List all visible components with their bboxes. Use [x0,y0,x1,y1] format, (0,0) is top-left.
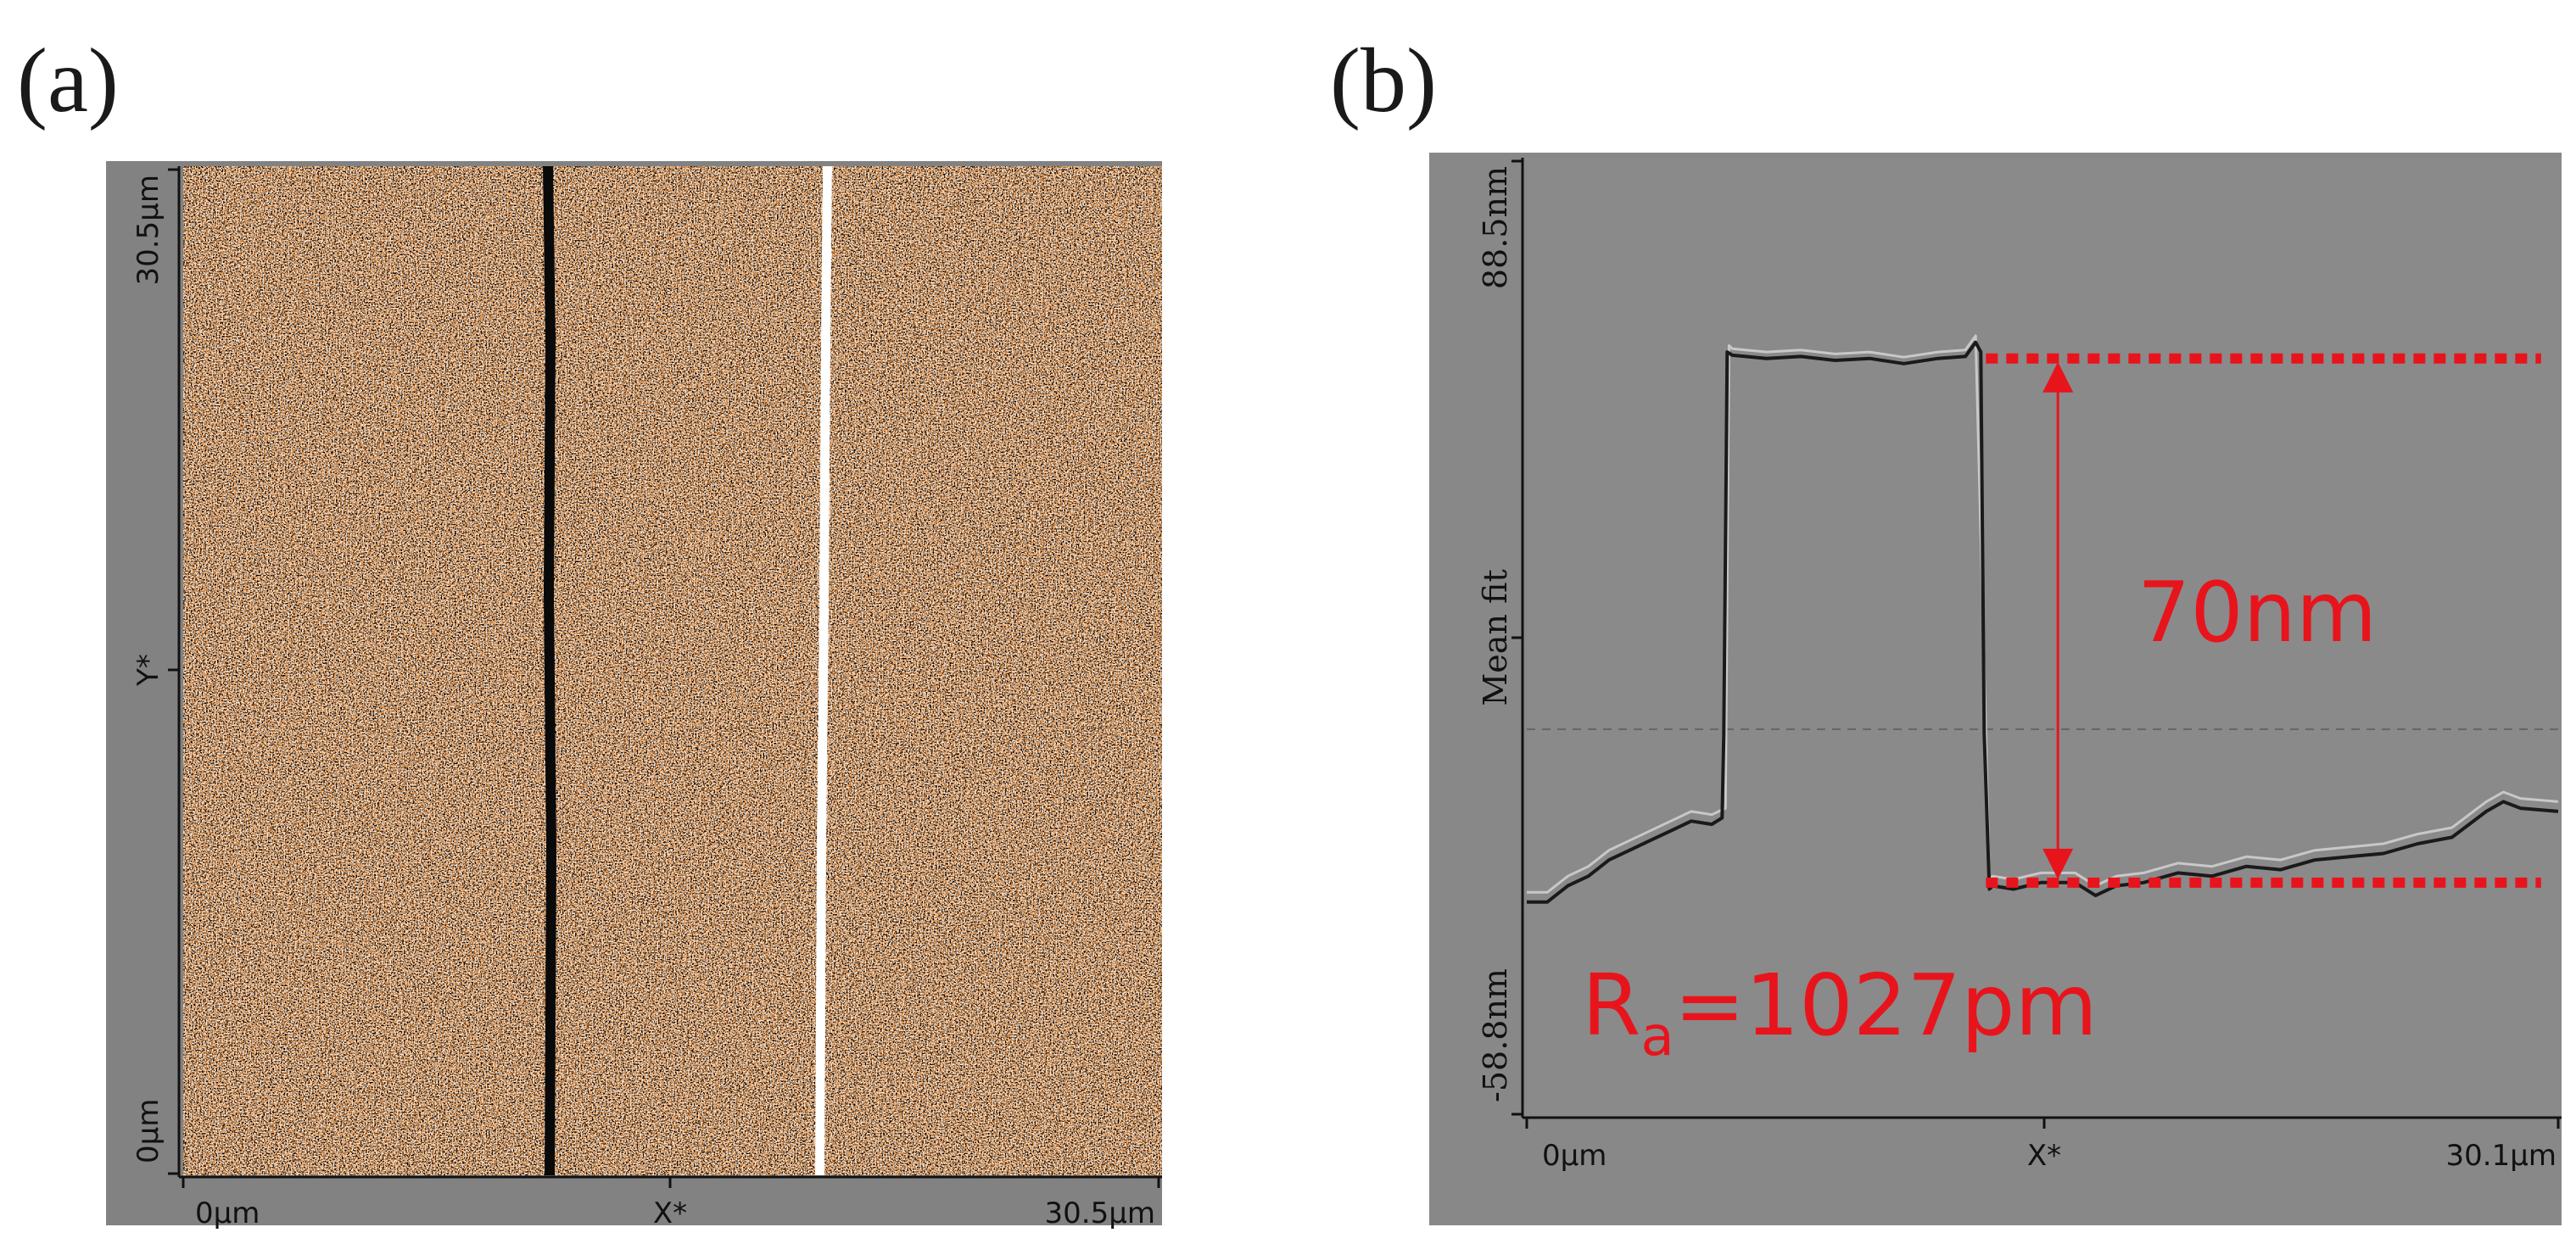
panel-b-y-tick-end: 88.5nm [1477,166,1514,289]
afm-surface-light-texture [183,166,1162,1175]
annotations [1986,353,2541,888]
profile-trace-primary [1527,340,2559,904]
panel-b-x-tick-start: 0µm [1542,1139,1607,1173]
step-height-arrow-head-top [2042,361,2074,393]
bright-stripe [815,166,832,1175]
panel-b-x-tick-end: 30.1µm [2446,1139,2556,1173]
panel-a-y-axis-label: Y* [131,654,165,687]
panel-b-y-tick-start: -58.8nm [1477,968,1514,1102]
panel-a: 0µm X* 30.5µm 0µm Y* 30.5µm [106,161,1162,1230]
roughness-label: Ra=1027pm [1582,956,2098,1068]
panel-a-label: (a) [17,31,119,131]
dark-stripe [543,166,556,1175]
panel-a-x-tick-start: 0µm [195,1196,260,1230]
step-height-label: 70nm [2137,565,2377,661]
panel-b: 0µm X* 30.1µm -58.8nm Mean fit 88.5nm 70… [1429,153,2562,1225]
panel-a-y-tick-start: 0µm [131,1099,165,1163]
panel-b-y-axis-label: Mean fit [1477,569,1514,706]
panel-a-x-tick-end: 30.5µm [1045,1196,1155,1230]
roughness-subscript: a [1640,1006,1674,1068]
profile-series [1527,334,2559,904]
panel-b-x-axis-label: X* [2027,1139,2061,1173]
plot-area [1527,158,2562,1116]
step-height-arrow-head-bottom [2042,848,2074,879]
roughness-symbol: R [1582,956,1640,1055]
panel-a-y-tick-end: 30.5µm [131,175,165,285]
panel-a-x-axis-label: X* [653,1196,687,1230]
panel-b-label: (b) [1330,31,1437,131]
roughness-value: =1027pm [1674,956,2098,1055]
